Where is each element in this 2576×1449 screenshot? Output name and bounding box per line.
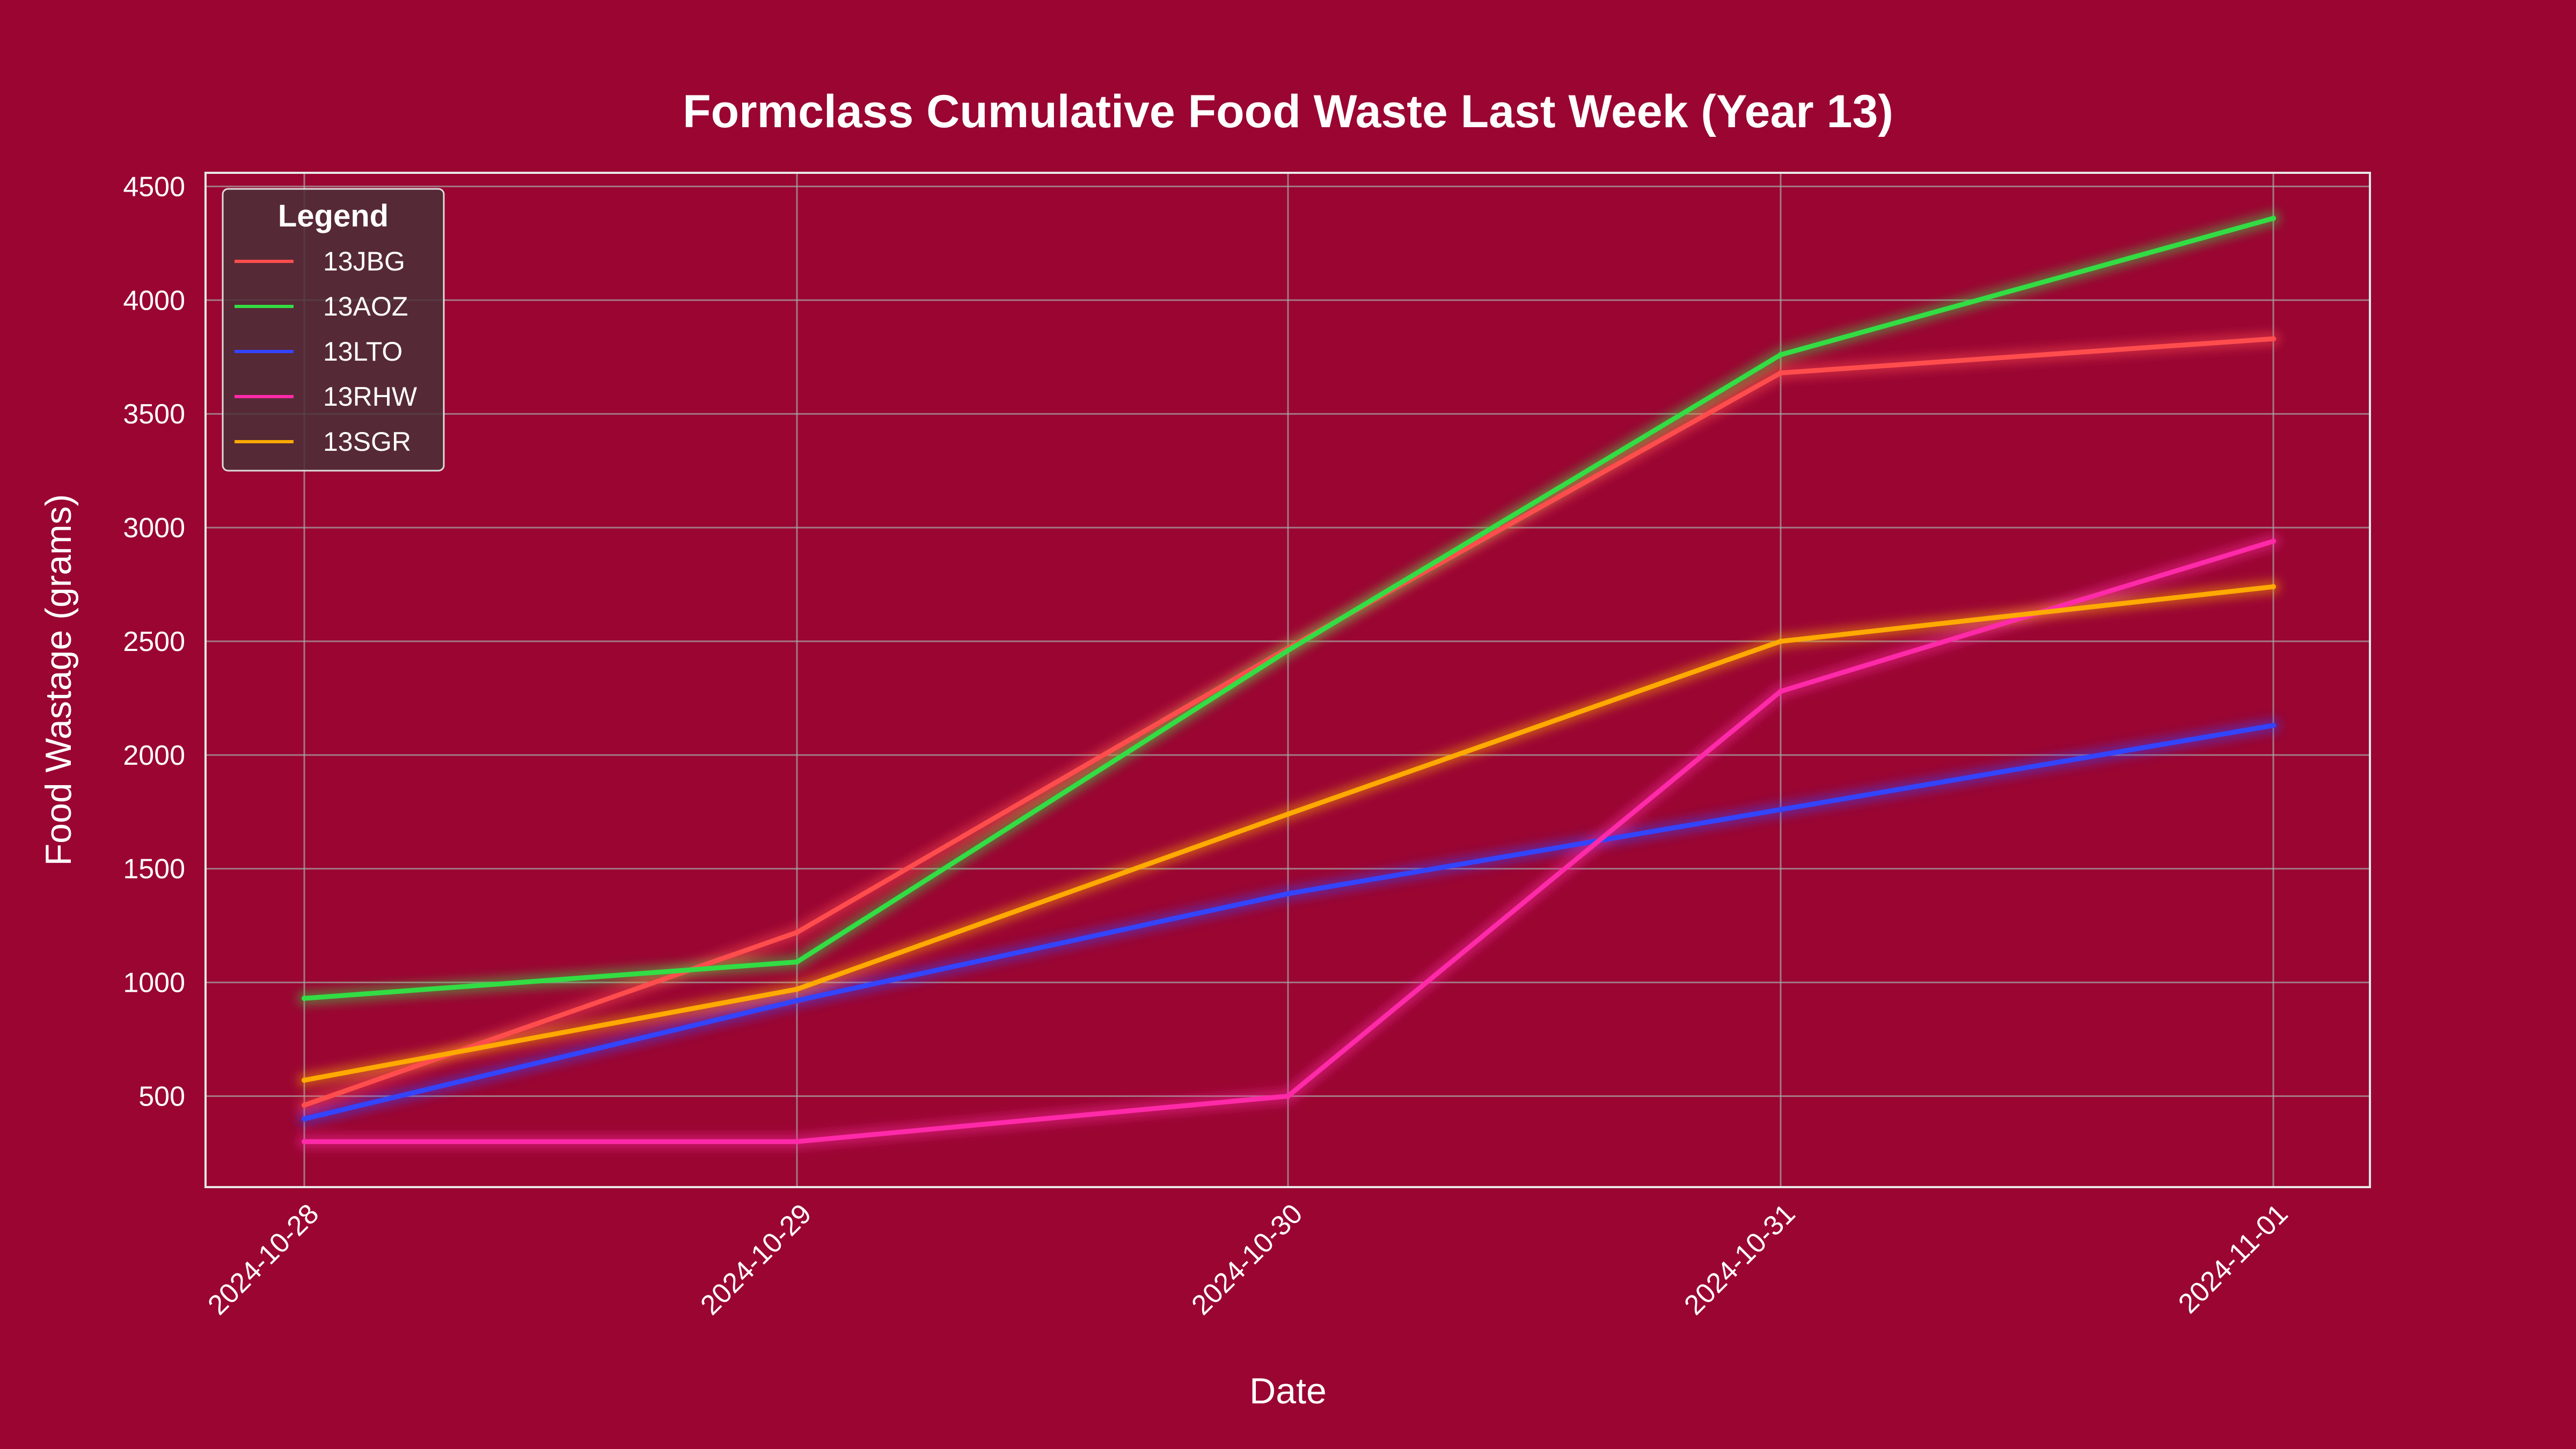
data-point [1285,647,1291,653]
data-point [302,1102,307,1108]
data-point [1285,811,1291,817]
plot-area-frame [204,172,2371,1188]
x-tick-label: 2024-10-31 [1678,1198,1801,1321]
y-axis-label: Food Wastage (grams) [38,494,79,866]
chart-title: Formclass Cumulative Food Waste Last Wee… [683,86,1893,137]
legend-item-label: 13AOZ [323,291,408,321]
data-point [794,986,800,992]
data-point [302,1077,307,1083]
x-tick-label: 2024-10-30 [1185,1198,1308,1321]
series-lines [302,215,2276,1145]
data-point [302,1139,307,1145]
x-tick-label: 2024-10-28 [202,1198,325,1321]
y-tick-label: 1500 [123,854,185,885]
y-tick-label: 2000 [123,740,185,771]
data-point [794,959,800,965]
y-tick-label: 4500 [123,171,185,202]
legend-box [222,188,445,472]
data-point [1285,1093,1291,1099]
y-tick-label: 3500 [123,399,185,430]
data-point [1778,639,1783,644]
data-point [794,998,800,1004]
legend-item-label: 13JBG [323,246,405,276]
legend: Legend 13JBG 13AOZ 13LTO 13RHW 13SGR [222,188,445,472]
legend-item-label: 13RHW [323,382,418,412]
data-point [2271,722,2276,728]
y-tick-label: 4000 [123,285,185,316]
data-point [794,930,800,935]
x-tick-label: 2024-11-01 [2172,1198,2294,1319]
x-tick-label: 2024-10-29 [694,1198,817,1321]
data-point [1778,352,1783,357]
legend-item-label: 13LTO [323,336,402,367]
data-point [302,1116,307,1122]
data-point [1285,891,1291,897]
x-axis-ticks: 2024-10-28 2024-10-29 2024-10-30 2024-10-31… [202,1198,2294,1321]
legend-items: 13JBG 13AOZ 13LTO 13RHW 13SGR [235,246,418,457]
data-point [2271,538,2276,544]
y-tick-label: 500 [138,1081,185,1112]
legend-item-label: 13SGR [323,427,411,457]
data-point [302,996,307,1001]
legend-title: Legend [278,199,389,233]
y-axis-ticks: 500 1000 1500 2000 2500 3000 3500 4000 4500 [123,171,185,1112]
data-point [1778,807,1783,813]
y-tick-label: 2500 [123,626,185,657]
x-axis-label: Date [1249,1371,1327,1411]
data-point [2271,336,2276,342]
data-point [2271,584,2276,590]
y-tick-label: 1000 [123,968,185,999]
data-point [1778,689,1783,694]
y-tick-label: 3000 [123,513,185,544]
data-point [794,1139,800,1145]
data-point [2271,215,2276,221]
data-point [1778,370,1783,376]
